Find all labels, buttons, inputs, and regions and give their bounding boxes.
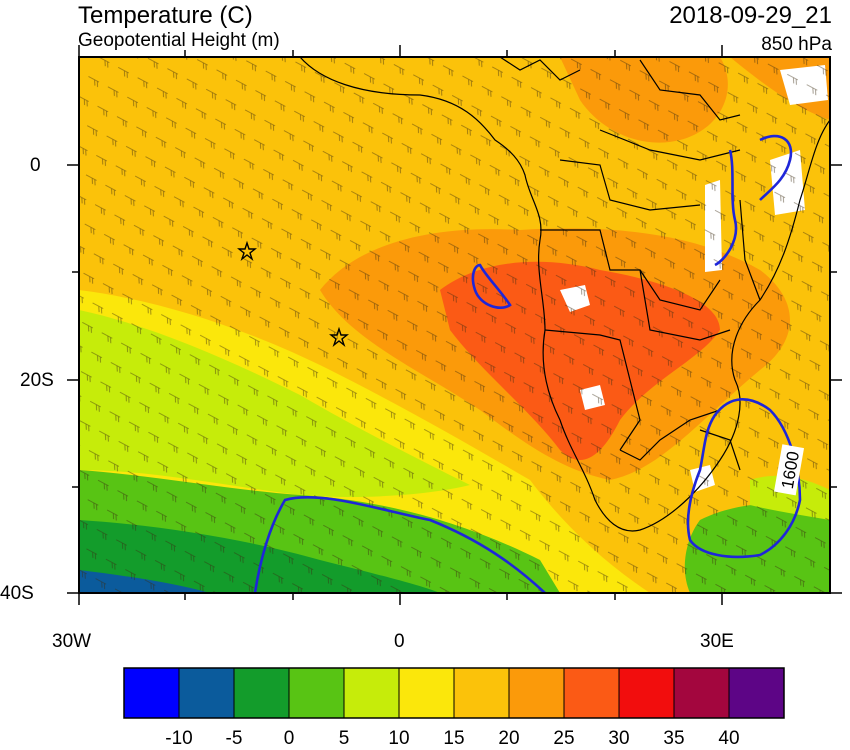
colorbar-label: 30	[608, 728, 629, 749]
map-subtitle: Geopotential Height (m)	[78, 30, 280, 51]
y-tick-0: 0	[30, 155, 41, 176]
colorbar-swatch	[453, 667, 510, 719]
colorbar-label: 40	[718, 728, 739, 749]
colorbar: -10 -5 0 5 10 15 20 25 30 35 40	[123, 667, 785, 749]
colorbar-label: 15	[443, 728, 464, 749]
height-contours	[253, 134, 802, 593]
colorbar-swatch	[398, 667, 455, 719]
colorbar-label: 0	[284, 728, 295, 749]
colorbar-swatch	[123, 667, 180, 719]
colorbar-label: 10	[388, 728, 409, 749]
star-marker	[237, 240, 257, 262]
colorbar-label: -5	[226, 728, 243, 749]
colorbar-swatch	[673, 667, 730, 719]
x-tick-0: 0	[394, 631, 405, 652]
axis-ticks	[67, 45, 842, 605]
temperature-field	[79, 57, 830, 593]
colorbar-swatch	[343, 667, 400, 719]
colorbar-swatch	[563, 667, 620, 719]
colorbar-swatch	[728, 667, 785, 719]
colorbar-swatch	[233, 667, 290, 719]
colorbar-labels: -10 -5 0 5 10 15 20 25 30 35 40	[165, 728, 739, 749]
valid-time: 2018-09-29_21	[669, 2, 832, 29]
x-tick-30e: 30E	[700, 631, 734, 652]
colorbar-frame	[123, 667, 785, 719]
contour-label: 1600	[774, 444, 805, 496]
colorbar-swatch	[618, 667, 675, 719]
coastlines	[299, 57, 830, 532]
map-title: Temperature (C)	[78, 2, 253, 29]
colorbar-label: 25	[553, 728, 574, 749]
colorbar-label: 5	[339, 728, 350, 749]
y-tick-20s: 20S	[20, 370, 54, 391]
colorbar-swatch	[508, 667, 565, 719]
colorbar-label: -10	[165, 728, 192, 749]
wind-barbs	[79, 57, 830, 593]
station-markers	[237, 240, 349, 348]
y-tick-40s: 40S	[0, 583, 34, 604]
star-marker	[329, 326, 349, 348]
x-tick-30w: 30W	[52, 631, 92, 652]
map-frame	[78, 56, 831, 594]
colorbar-label: 35	[663, 728, 684, 749]
colorbar-swatch	[288, 667, 345, 719]
colorbar-swatch	[178, 667, 235, 719]
pressure-level: 850 hPa	[761, 34, 832, 55]
colorbar-swatches	[123, 667, 785, 719]
colorbar-label: 20	[498, 728, 519, 749]
